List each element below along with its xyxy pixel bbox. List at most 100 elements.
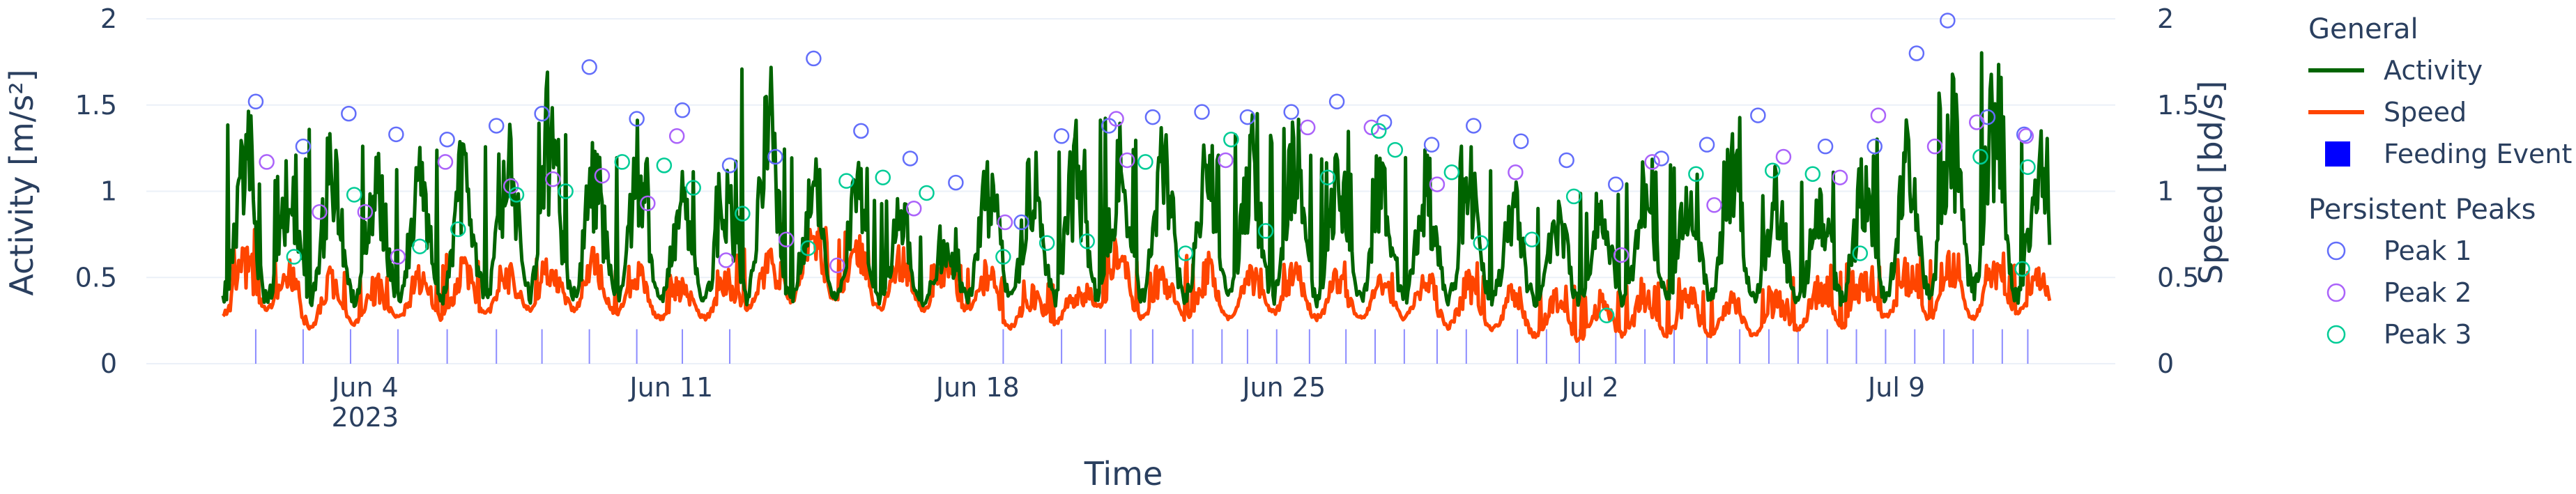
peak-3-marker — [346, 187, 362, 203]
x-tick-label: Jul 9 — [1866, 372, 1925, 403]
peak-3-marker — [1764, 162, 1781, 179]
peak-1-marker — [1328, 93, 1345, 110]
legend-circle-swatch — [2326, 283, 2346, 302]
peak-2-marker — [259, 154, 275, 170]
peak-2-marker — [718, 252, 735, 268]
y-tick-left: 1.5 — [75, 90, 117, 121]
peak-1-marker — [1144, 109, 1161, 125]
peak-1-marker — [1817, 138, 1834, 155]
peak-1-marker — [1940, 13, 1956, 29]
peak-1-marker — [1908, 45, 1925, 61]
activity-series — [221, 51, 2052, 309]
peak-1-marker — [1194, 104, 1210, 120]
peak-3-marker — [1370, 123, 1387, 139]
peak-3-marker — [875, 169, 891, 185]
peak-3-marker — [1688, 166, 1704, 182]
peak-1-marker — [1653, 150, 1669, 167]
peak-2-marker — [503, 178, 519, 194]
peak-1-marker — [1423, 137, 1440, 153]
peak-markers — [247, 13, 2036, 323]
peak-1-marker — [488, 118, 505, 134]
peak-2-marker — [2018, 128, 2034, 144]
y-axis-left-title: Activity [m/s²] — [3, 69, 40, 295]
peak-3-marker — [1804, 166, 1821, 182]
peak-1-marker — [948, 174, 964, 191]
peak-3-marker — [1852, 245, 1869, 261]
peak-3-marker — [1257, 223, 1274, 239]
peak-3-marker — [1565, 188, 1582, 205]
legend-group-title: General — [2308, 13, 2418, 45]
peak-2-marker — [1926, 138, 1943, 155]
peak-1-marker — [1239, 109, 1256, 125]
y-tick-right: 2 — [2157, 3, 2174, 34]
x-tick-label: Jun 18 — [935, 372, 1020, 403]
peak-1-marker — [1283, 104, 1299, 120]
legend-item-label: Activity — [2384, 55, 2483, 86]
peak-2-marker — [545, 171, 561, 187]
peak-1-marker — [629, 111, 645, 127]
peak-1-marker — [1558, 152, 1574, 169]
legend-item-label: Peak 3 — [2384, 319, 2472, 350]
peak-3-marker — [995, 249, 1011, 265]
peak-3-marker — [508, 187, 525, 203]
peak-1-marker — [1513, 133, 1529, 149]
peak-2-marker — [1613, 247, 1630, 263]
peak-2-marker — [997, 214, 1013, 231]
peak-3-marker — [1443, 164, 1460, 180]
x-tick-label: Jun 25 — [1241, 372, 1326, 403]
x-tick-label: Jun 11 — [628, 372, 713, 403]
peak-1-marker — [534, 105, 550, 122]
speed-line — [222, 209, 2052, 344]
y-tick-left: 1 — [100, 176, 117, 207]
peak-3-marker — [286, 249, 302, 265]
y-axis-right-title: Speed [bd/s] — [2192, 81, 2230, 285]
peak-3-marker — [735, 206, 751, 222]
y-axis-left-ticks: 0 0.5 1 1.5 2 — [75, 3, 117, 379]
peak-2-marker — [640, 195, 656, 212]
peak-3-marker — [1972, 148, 1988, 165]
x-tick-label: Jun 4 — [330, 372, 399, 403]
peak-1-marker — [295, 138, 312, 155]
legend-square-swatch — [2325, 141, 2350, 167]
peak-3-marker — [2014, 261, 2030, 277]
peak-3-marker — [919, 185, 935, 201]
peak-2-marker — [437, 154, 454, 170]
y-axis-right-ticks: 0 0.5 1 1.5 2 — [2157, 3, 2199, 379]
peak-3-marker — [1319, 169, 1336, 185]
speed-series — [222, 209, 2052, 344]
peak-3-marker — [1473, 235, 1489, 251]
peak-2-marker — [829, 257, 845, 274]
y-tick-left: 2 — [100, 3, 117, 34]
peak-3-marker — [1387, 141, 1404, 158]
peak-3-marker — [1524, 231, 1540, 248]
y-tick-left: 0.5 — [75, 262, 117, 293]
legend-circle-swatch — [2326, 325, 2346, 344]
peak-1-marker — [1866, 138, 1883, 155]
x-tick-label: Jul 2 — [1561, 372, 1619, 403]
legend-circle-swatch — [2326, 241, 2346, 261]
peak-3-marker — [2020, 159, 2036, 176]
y-tick-right: 1 — [2157, 176, 2174, 207]
peak-2-marker — [1218, 152, 1234, 169]
y-tick-left: 0 — [100, 348, 117, 379]
legend-item-label: Feeding Event — [2384, 139, 2572, 169]
peak-1-marker — [1053, 128, 1070, 144]
x-tick-sublabel: 2023 — [332, 402, 399, 433]
peak-2-marker — [1870, 107, 1887, 123]
feeding-events — [254, 329, 2029, 364]
peak-3-marker — [450, 221, 466, 238]
peak-2-marker — [312, 203, 328, 220]
peak-2-marker — [1429, 176, 1446, 192]
peak-3-marker — [1223, 132, 1239, 148]
peak-3-marker — [800, 240, 816, 256]
peak-1-marker — [1699, 137, 1715, 153]
peak-3-marker — [656, 157, 673, 173]
peak-3-marker — [1038, 235, 1055, 251]
peak-3-marker — [838, 173, 854, 189]
y-tick-right: 0 — [2157, 348, 2174, 379]
peak-3-marker — [1137, 154, 1153, 170]
peak-1-marker — [1466, 118, 1482, 134]
peak-1-marker — [674, 102, 691, 118]
peak-1-marker — [439, 132, 455, 148]
